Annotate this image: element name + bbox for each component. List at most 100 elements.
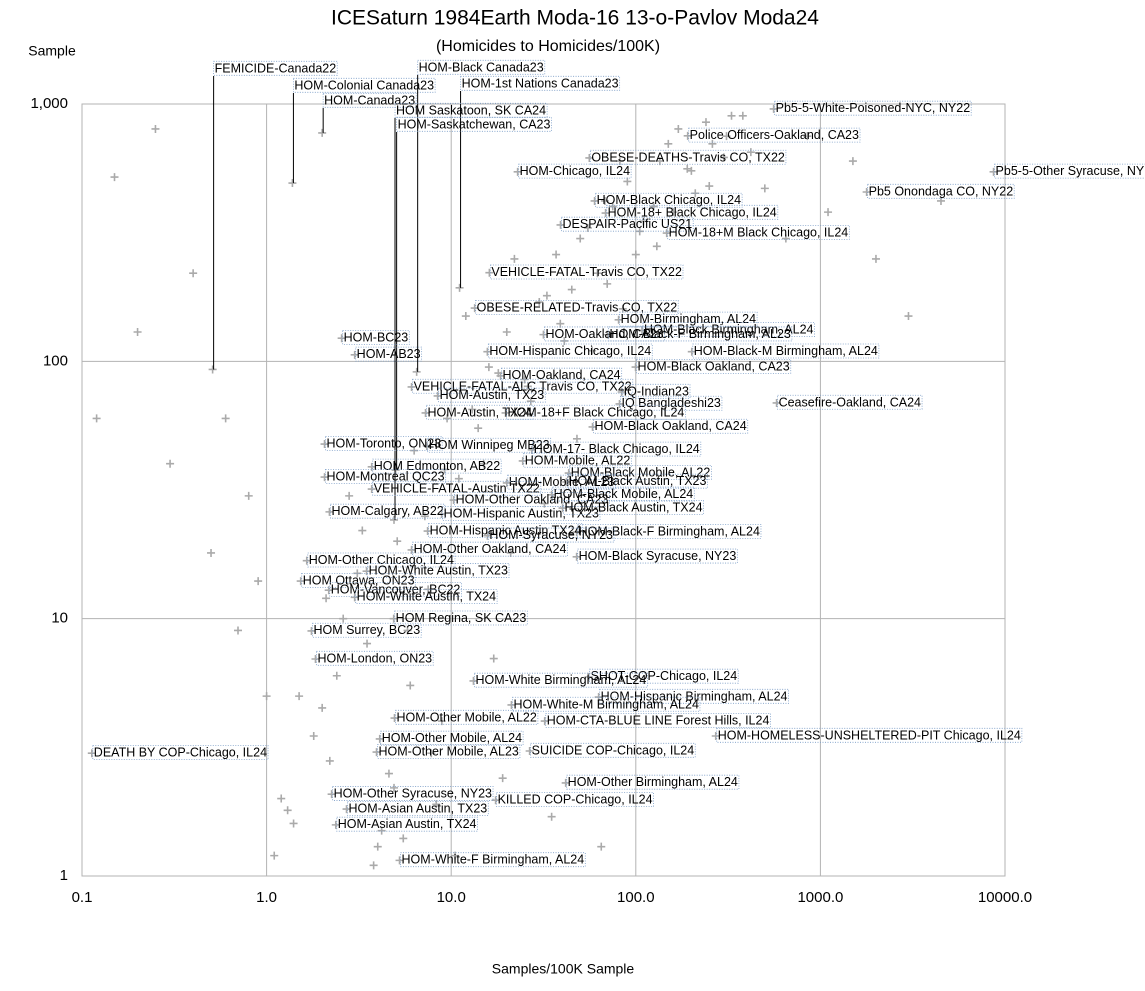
label-box [460, 75, 621, 91]
point [406, 681, 415, 690]
labeled-point [601, 209, 610, 218]
point [510, 254, 519, 263]
label-box [716, 727, 1023, 743]
labeled-point [772, 398, 781, 407]
point-label: HOM-Vancouver, BC22 [331, 583, 461, 597]
point [410, 446, 419, 455]
point-label: HOM-Black Canada23 [419, 60, 544, 74]
point [547, 812, 556, 821]
labeled-point [485, 268, 494, 277]
point-label: HOM Surrey, BC23 [313, 623, 420, 637]
labeled-point [564, 469, 573, 478]
point [325, 756, 334, 765]
label-box [567, 473, 708, 489]
point-label: HOM-Mobile, AL22 [525, 453, 631, 467]
point-label: Pb5 Onondaga CO, NY22 [869, 184, 1014, 198]
point [583, 223, 592, 232]
point-label: HOM-Black Mobile, AL24 [554, 487, 694, 501]
label-box [569, 464, 712, 480]
label-box [507, 474, 616, 490]
labeled-point [331, 820, 340, 829]
point-label: HOM Winnipeg MB23 [429, 438, 550, 452]
label-box [293, 77, 436, 93]
label-box [501, 367, 623, 383]
point-label: HOM Edmonton, AB22 [374, 459, 501, 473]
label-box [577, 523, 762, 539]
point-label: HOM-Syracuse, NY23 [489, 528, 613, 542]
labeled-point [407, 545, 416, 554]
label-box [312, 622, 422, 638]
label-box [372, 458, 502, 474]
labeled-point [422, 441, 431, 450]
point-label: HOM-Saskatchewan, CA23 [398, 117, 551, 131]
labeled-point [324, 586, 333, 595]
point [597, 842, 606, 851]
label-box [545, 712, 771, 728]
label-box [561, 216, 694, 232]
labeled-point [302, 556, 311, 565]
labeled-point [614, 315, 623, 324]
point [133, 328, 142, 337]
point [738, 111, 747, 120]
point-label: VEHICLE-FATAL-Austin TX22 [374, 481, 540, 495]
point-label: FEMICIDE-Canada22 [215, 61, 337, 75]
labeled-point [395, 856, 404, 865]
point-label: HOM-Toronto, ON23 [327, 436, 442, 450]
point [760, 184, 769, 193]
point [669, 208, 678, 217]
label-box [372, 480, 542, 496]
labeled-point [540, 717, 549, 726]
label-box [307, 552, 456, 568]
point [705, 182, 714, 191]
labeled-point [372, 748, 381, 757]
labeled-point [617, 388, 626, 397]
labeled-point [437, 510, 446, 519]
point-label: HOM-Black Birmingham, AL24 [644, 323, 814, 337]
point [576, 234, 585, 243]
label-box [566, 774, 740, 790]
labeled-point [367, 485, 376, 494]
point-label: HOM-Black-M Birmingham, AL24 [694, 344, 878, 358]
label-box [400, 852, 586, 868]
point-label: HOM-Hispanic Birmingham, AL24 [601, 689, 788, 703]
point-label: HOM-Black Austin, TX23 [568, 474, 706, 488]
x-axis-title: Samples/100K Sample [492, 961, 635, 977]
point [373, 842, 382, 851]
labeled-point [556, 220, 565, 229]
point-label: DEATH BY COP-Chicago, IL24 [94, 746, 267, 760]
label-box [347, 800, 489, 816]
point-label: Pb5-5-White-Poisoned-NYC, NY22 [776, 101, 971, 115]
label-box [487, 527, 615, 543]
point [631, 250, 640, 259]
labeled-point [572, 528, 581, 537]
point [479, 459, 488, 468]
label-box [329, 582, 462, 597]
point [664, 139, 673, 148]
x-tick-label: 0.1 [72, 889, 93, 906]
labeled-point [631, 363, 640, 372]
point [556, 319, 565, 328]
label-box [475, 300, 679, 315]
label-box [377, 744, 521, 759]
label-box [867, 183, 1015, 199]
label-box [355, 589, 498, 605]
point [309, 731, 318, 740]
point-label: HOM-Black-F Birmingham, AL24 [579, 524, 760, 538]
labeled-point [288, 179, 297, 188]
label-box [395, 709, 539, 725]
point-label: HOM-Black-F Birmingham, AL23 [610, 327, 791, 341]
labeled-point [518, 456, 527, 465]
labeled-point [862, 188, 871, 197]
point-label: HOM-Mobile, AL23 [509, 475, 615, 489]
labeled-point [525, 747, 534, 756]
point-label: Ceasefire-Oakland, CA24 [779, 395, 921, 409]
labeled-point [455, 283, 464, 292]
labeled-point [87, 749, 96, 758]
point [719, 153, 728, 162]
labeled-point [449, 496, 458, 505]
point [254, 577, 263, 586]
point [687, 166, 696, 175]
point-label: HOM-Austin, TX24 [428, 405, 533, 419]
point [674, 124, 683, 133]
point [615, 157, 624, 166]
